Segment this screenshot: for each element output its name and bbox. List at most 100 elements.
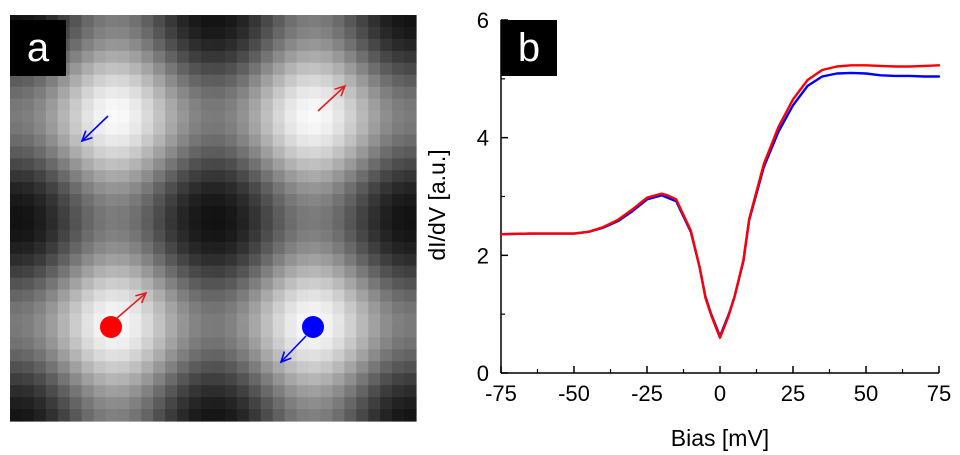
stm-pixel	[201, 289, 214, 303]
stm-pixel	[356, 110, 369, 124]
stm-pixel	[236, 170, 250, 183]
stm-pixel	[21, 98, 35, 112]
stm-pixel	[69, 218, 83, 231]
stm-pixel	[129, 253, 142, 267]
stm-pixel	[284, 206, 298, 219]
stm-pixel	[57, 349, 71, 362]
stm-pixel	[392, 182, 405, 195]
stm-pixel	[320, 86, 334, 100]
stm-pixel	[392, 62, 405, 76]
stm-pixel	[392, 325, 405, 339]
stm-pixel	[129, 397, 142, 410]
stm-pixel	[177, 194, 190, 207]
stm-pixel	[153, 409, 166, 422]
stm-pixel	[368, 409, 381, 422]
stm-pixel	[177, 301, 190, 315]
stm-pixel	[248, 397, 262, 410]
stm-pixel	[189, 146, 202, 159]
stm-pixel	[45, 313, 59, 327]
stm-pixel	[33, 385, 47, 398]
stm-pixel	[69, 146, 83, 159]
stm-pixel	[272, 110, 286, 124]
stm-pixel	[368, 98, 381, 112]
stm-pixel	[69, 170, 83, 183]
stm-pixel	[129, 265, 142, 279]
stm-pixel	[236, 313, 250, 327]
stm-pixel	[332, 206, 345, 219]
stm-pixel	[296, 361, 310, 374]
stm-pixel	[236, 122, 250, 136]
stm-pixel	[153, 325, 166, 339]
stm-pixel	[129, 98, 142, 112]
stm-pixel	[320, 182, 334, 195]
stm-pixel	[141, 122, 154, 136]
stm-pixel	[284, 361, 298, 374]
stm-pixel	[332, 158, 345, 171]
stm-pixel	[93, 349, 107, 362]
arrow-top-right	[317, 84, 347, 112]
stm-pixel	[213, 313, 226, 327]
stm-pixel	[332, 98, 345, 112]
stm-pixel	[272, 182, 286, 195]
stm-pixel	[236, 373, 250, 386]
stm-pixel	[141, 170, 154, 183]
stm-pixel	[201, 265, 214, 279]
stm-pixel	[10, 397, 23, 410]
stm-pixel	[320, 361, 334, 374]
x-ticks: -75 -50 -25 0 25 50 75	[485, 366, 951, 406]
stm-pixel	[236, 194, 250, 207]
stm-pixel	[45, 218, 59, 231]
stm-pixel	[57, 337, 71, 350]
stm-pixel	[165, 373, 178, 386]
stm-pixel	[117, 134, 131, 147]
stm-pixel	[69, 361, 83, 374]
arrow-top-left-head	[80, 130, 93, 143]
stm-pixel	[45, 182, 59, 195]
stm-pixel	[153, 385, 166, 398]
stm-pixel	[213, 337, 226, 350]
stm-pixel	[105, 98, 119, 112]
stm-pixel	[33, 325, 47, 339]
stm-pixel	[356, 86, 369, 100]
stm-pixel	[308, 349, 322, 362]
stm-pixel	[404, 325, 417, 339]
stm-pixel	[284, 229, 298, 243]
stm-pixel	[404, 218, 417, 231]
stm-pixel	[153, 170, 166, 183]
stm-pixel	[368, 50, 381, 64]
stm-pixel	[93, 122, 107, 136]
stm-pixel	[93, 182, 107, 195]
stm-pixel	[21, 122, 35, 136]
stm-pixel	[189, 349, 202, 362]
stm-pixel	[368, 265, 381, 279]
stm-pixel	[33, 218, 47, 231]
stm-pixel	[177, 206, 190, 219]
stm-pixel	[380, 74, 393, 88]
stm-pixel	[69, 134, 83, 147]
stm-pixel	[320, 134, 334, 147]
stm-pixel	[236, 182, 250, 195]
stm-pixel	[368, 325, 381, 339]
stm-pixel	[93, 146, 107, 159]
stm-pixel	[392, 38, 405, 52]
stm-pixel	[153, 194, 166, 207]
stm-pixel	[10, 182, 23, 195]
stm-pixel	[368, 397, 381, 410]
stm-pixel	[236, 158, 250, 171]
arrow-top-left-shaft	[81, 115, 109, 142]
stm-pixel	[93, 50, 107, 64]
stm-pixel	[117, 62, 131, 76]
stm-pixel	[45, 229, 59, 243]
stm-pixel	[141, 277, 154, 291]
stm-pixel	[45, 170, 59, 183]
stm-pixel	[153, 122, 166, 136]
stm-pixel	[117, 15, 131, 28]
stm-pixel	[308, 182, 322, 195]
stm-pixel	[189, 218, 202, 231]
red-dot-marker	[100, 316, 122, 338]
stm-pixel	[332, 253, 345, 267]
stm-pixel	[332, 134, 345, 147]
stm-pixel	[45, 301, 59, 315]
stm-pixel	[69, 289, 83, 303]
stm-pixel	[153, 26, 166, 40]
